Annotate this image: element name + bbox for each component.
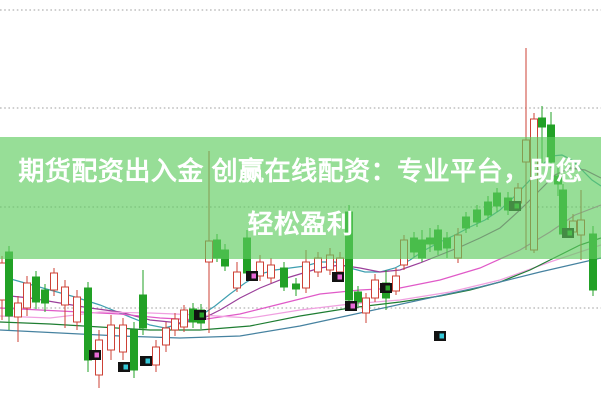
banner-line-2: 轻松盈利	[247, 209, 354, 239]
promo-banner: 期货配资出入金 创赢在线配资：专业平台，助您 轻松盈利	[0, 137, 601, 259]
banner-line-1: 期货配资出入金 创赢在线配资：专业平台，助您	[18, 156, 583, 186]
